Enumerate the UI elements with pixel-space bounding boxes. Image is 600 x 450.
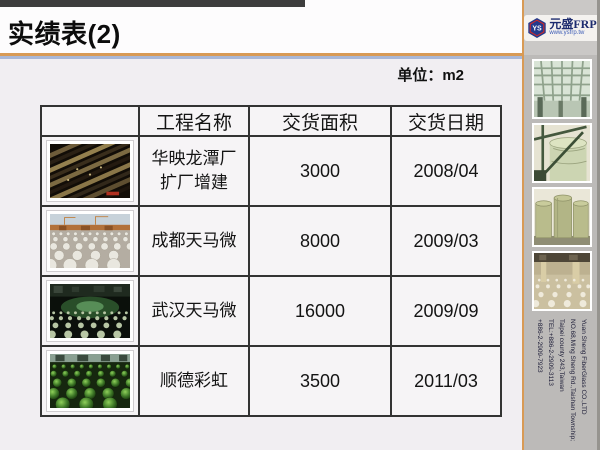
table-header-row: 工程名称 交货面积 交货日期 bbox=[40, 105, 502, 137]
dark-interior-green-floor-photo bbox=[46, 280, 134, 342]
delivery-date: 2008/04 bbox=[390, 135, 502, 207]
header-delivery-area: 交货面积 bbox=[248, 105, 392, 137]
svg-text:YS: YS bbox=[533, 25, 543, 32]
delivery-area: 8000 bbox=[248, 205, 392, 277]
brand-website: www.ysfrp.tw bbox=[549, 30, 585, 36]
company-tel-line: TEL:+886-2-2909-3113 bbox=[547, 319, 554, 386]
sidebar-right-edge bbox=[597, 0, 600, 450]
project-name: 成都天马微 bbox=[138, 205, 250, 277]
delivery-date: 2009/03 bbox=[390, 205, 502, 277]
top-accent-bar bbox=[0, 0, 305, 7]
divider-blue bbox=[0, 56, 522, 59]
delivery-area: 16000 bbox=[248, 275, 392, 347]
ys-hexagon-icon: YS bbox=[528, 17, 547, 38]
logo-area: YS 元盛FRP www.ysfrp.tw bbox=[524, 0, 600, 55]
delivery-area: 3500 bbox=[248, 345, 392, 417]
brand-name: 元盛FRP bbox=[549, 17, 597, 31]
header-delivery-date: 交货日期 bbox=[390, 105, 502, 137]
factory-floor-dots-photo bbox=[532, 251, 592, 311]
project-name: 武汉天马微 bbox=[138, 275, 250, 347]
table-row: 顺德彩虹 3500 2011/03 bbox=[40, 345, 502, 417]
tank-with-pipes-photo bbox=[532, 123, 592, 183]
construction-site-formwork-photo bbox=[46, 210, 134, 272]
delivery-area: 3000 bbox=[248, 135, 392, 207]
company-city-line: Taipei county 243,Taiwan bbox=[558, 319, 565, 392]
header-project-name: 工程名称 bbox=[138, 105, 250, 137]
project-name: 顺德彩虹 bbox=[138, 345, 250, 417]
table-row: 成都天马微 8000 2009/03 bbox=[40, 205, 502, 277]
company-name-line: Yuan Sheng FiberGlass CO.,LTD bbox=[580, 319, 587, 415]
table-row: 华映龙潭厂 扩厂增建 3000 2008/04 bbox=[40, 135, 502, 207]
company-logo: YS 元盛FRP www.ysfrp.tw bbox=[524, 14, 600, 41]
waffle-ceiling-photo bbox=[532, 59, 592, 119]
right-sidebar: YS 元盛FRP www.ysfrp.tw bbox=[522, 0, 600, 450]
company-street-line: NO.68,Ming Sheng Rd.,Taishan Township; bbox=[569, 319, 576, 442]
unit-label: 单位：m2 bbox=[397, 67, 464, 84]
storage-tanks-photo bbox=[532, 187, 592, 247]
factory-interior-scaffolding-photo bbox=[46, 140, 134, 202]
page-title: 实绩表(2) bbox=[8, 19, 121, 49]
table-row: 武汉天马微 16000 2009/09 bbox=[40, 275, 502, 347]
green-dome-grid-photo bbox=[46, 350, 134, 412]
company-address: Yuan Sheng FiberGlass CO.,LTD NO.68,Ming… bbox=[533, 319, 589, 447]
project-name: 华映龙潭厂 扩厂增建 bbox=[138, 135, 250, 207]
title-band bbox=[0, 0, 522, 53]
projects-table: 工程名称 交货面积 交货日期 bbox=[40, 105, 502, 417]
delivery-date: 2009/09 bbox=[390, 275, 502, 347]
divider-orange bbox=[0, 53, 522, 56]
company-tel2-line: +886-2-2909-7923 bbox=[536, 319, 543, 373]
delivery-date: 2011/03 bbox=[390, 345, 502, 417]
header-photo bbox=[40, 105, 140, 137]
